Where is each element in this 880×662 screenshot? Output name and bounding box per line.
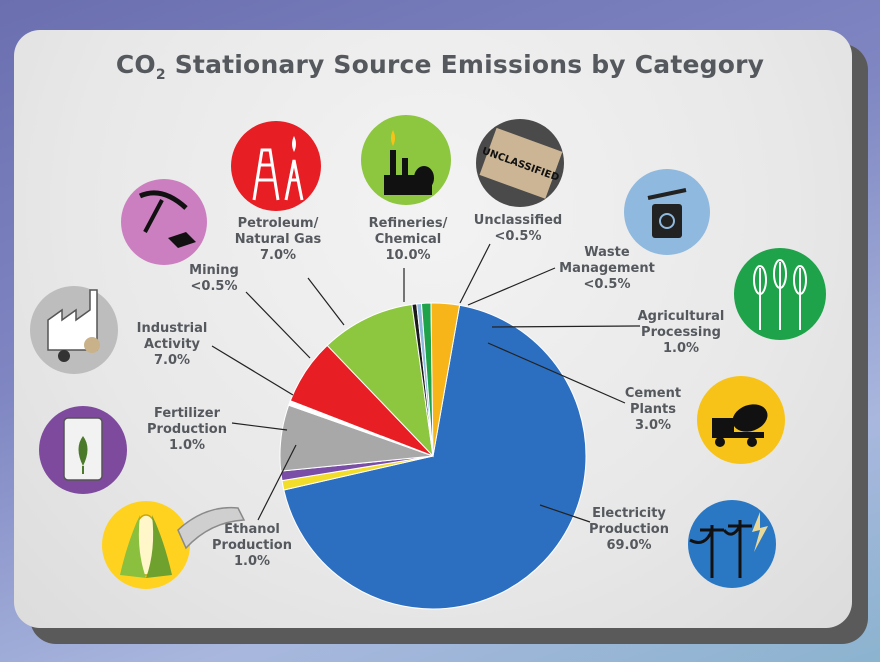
pie-slice-electricity-production: [283, 304, 587, 610]
leader-lines: [211, 243, 641, 523]
oil-derrick-icon: [231, 121, 321, 211]
power-lines-icon: [688, 500, 776, 588]
wheat-icon: [734, 248, 826, 340]
pickaxe-icon: [121, 179, 207, 265]
leader-line: [459, 243, 491, 304]
slice-label-electricity-production: Electricity Production 69.0%: [589, 506, 669, 553]
leader-line: [307, 277, 345, 326]
slice-label-agricultural-processing: Agricultural Processing 1.0%: [638, 309, 725, 356]
slice-labels: Electricity Production 69.0% Ethanol Product…: [137, 213, 725, 569]
chart-title: CO2 Stationary Source Emissions by Categ…: [115, 50, 765, 83]
slice-label-mining: Mining <0.5%: [189, 263, 239, 294]
leader-line: [257, 444, 297, 521]
leader-line: [539, 504, 591, 523]
slice-label-petroleum-natural-gas: Petroleum/Natural Gas 7.0%: [235, 216, 322, 263]
leader-line: [487, 342, 626, 404]
pie-slice-refineries-chemical: [326, 303, 434, 458]
unclassified-stamp-icon: UNCLASSIFIED: [476, 119, 564, 207]
leader-line: [491, 325, 641, 328]
cement-truck-icon: [697, 376, 785, 464]
pie-slice-cement-plants: [430, 302, 461, 457]
slice-label-ethanol-production: Ethanol Production 1.0%: [212, 522, 292, 569]
leader-line: [245, 291, 311, 359]
slice-label-industrial-activity: Industrial Activity 7.0%: [137, 321, 208, 368]
corn-icon: [102, 501, 246, 589]
leader-line: [231, 422, 288, 431]
leader-line: [211, 345, 294, 396]
recycle-bin-icon: [624, 169, 710, 255]
fertilizer-bag-icon: [39, 406, 127, 494]
factory-icon: [30, 286, 118, 374]
slice-label-unclassified: Unclassified <0.5%: [474, 213, 562, 244]
slice-label-refineries-chemical: Refineries/Chemical 10.0%: [369, 216, 448, 263]
slice-label-waste-management: Waste Management <0.5%: [559, 245, 655, 292]
pie-slices: [279, 302, 587, 610]
slice-label-fertilizer-production: Fertilizer Production 1.0%: [147, 406, 227, 453]
leader-line: [467, 267, 556, 306]
slice-label-cement-plants: Cement Plants 3.0%: [625, 386, 681, 433]
refinery-icon: [361, 115, 451, 205]
